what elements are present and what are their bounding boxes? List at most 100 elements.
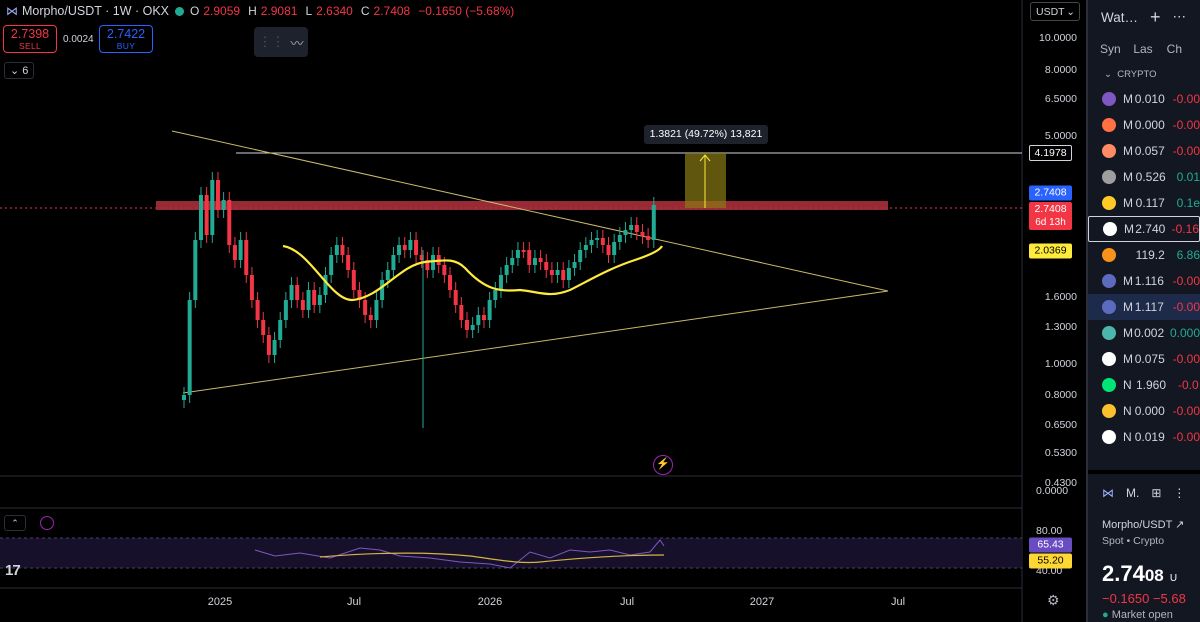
candle — [493, 290, 498, 300]
watchlist-row[interactable]: N 0.000 -0.00 — [1088, 398, 1200, 424]
candle — [544, 262, 549, 270]
watchlist-row[interactable]: M 0.010 -0.00 — [1088, 86, 1200, 112]
price-tick: 10.0000 — [1039, 32, 1077, 44]
coin-icon — [1102, 274, 1116, 288]
candle — [538, 258, 543, 262]
time-label: Jul — [346, 596, 362, 608]
drag-handle-icon[interactable]: ⋮⋮ — [258, 34, 285, 49]
column-symbol[interactable]: Syn — [1100, 42, 1121, 56]
indicators-toggle[interactable]: ⌄ 6 — [4, 62, 35, 79]
row-change: -0.00 — [1172, 300, 1200, 314]
watchlist-row[interactable]: M 2.740 -0.16 — [1088, 216, 1200, 242]
row-price: 1.117 — [1134, 300, 1164, 314]
lower-trendline — [182, 290, 889, 394]
morpho-logo-icon: ⋈ — [1102, 486, 1114, 500]
target-price-tag: 4.1978 — [1029, 145, 1072, 161]
coin-icon — [1102, 196, 1116, 210]
watchlist-row[interactable]: M 0.075 -0.00 — [1088, 346, 1200, 372]
candle — [323, 275, 328, 295]
rsi-ma-tag: 55.20 — [1029, 553, 1072, 569]
details-header: ⋈ M. ⊞ ⋮ — [1088, 474, 1200, 512]
candle — [504, 265, 509, 275]
candle — [261, 320, 266, 335]
candle — [249, 275, 254, 300]
row-change: -0.00 — [1172, 404, 1200, 418]
watchlist-columns: Syn Las Ch — [1088, 34, 1200, 64]
trend-tool-icon[interactable]: 〰 — [290, 35, 304, 51]
candle — [419, 255, 424, 260]
price-tick: 0.6500 — [1044, 418, 1077, 431]
watchlist-row[interactable]: N 0.019 -0.00 — [1088, 424, 1200, 450]
sell-label: SELL — [19, 41, 41, 51]
watchlist-title[interactable]: Wat… — [1101, 9, 1138, 25]
symbol-title[interactable]: Morpho/USDT · 1W · OKX — [22, 4, 170, 18]
more-icon[interactable]: ⋯ — [1172, 9, 1187, 24]
row-price: 0.075 — [1134, 352, 1165, 366]
candle — [481, 315, 486, 320]
open-value: 2.9059 — [203, 4, 241, 18]
group-header[interactable]: ⌄ CRYPTO — [1088, 64, 1200, 86]
watchlist-sidebar: Wat… + ⋯ Syn Las Ch ⌄ CRYPTO M 0.010 -0.00… — [1086, 0, 1200, 622]
watchlist-row[interactable]: M 1.117 -0.00 — [1088, 294, 1200, 320]
details-name[interactable]: Morpho/USDT ↗ — [1088, 518, 1200, 531]
watchlist-row[interactable]: M 0.526 0.01 — [1088, 164, 1200, 190]
price-tick: 6.5000 — [1044, 92, 1077, 105]
row-change: 6.86 — [1176, 248, 1200, 262]
coin-icon — [1102, 352, 1116, 366]
morpho-logo-icon: ⋈ — [6, 4, 18, 18]
candle — [448, 275, 453, 290]
candle — [272, 340, 277, 355]
coin-icon — [1102, 118, 1116, 132]
watchlist-row[interactable]: M 0.002 0.000 — [1088, 320, 1200, 346]
watchlist-row[interactable]: M 0.057 -0.00 — [1088, 138, 1200, 164]
chart-area[interactable]: ⋈ Morpho/USDT · 1W · OKX O 2.9059 H 2.9081… — [0, 0, 1085, 622]
candle — [329, 255, 334, 275]
candle — [363, 300, 368, 315]
price-chart[interactable] — [0, 0, 1085, 622]
watchlist-row[interactable]: M 1.116 -0.00 — [1088, 268, 1200, 294]
candle — [583, 245, 588, 250]
drawing-toolbar[interactable]: ⋮⋮ 〰 — [254, 27, 308, 57]
sell-button[interactable]: 2.7398 SELL — [3, 25, 57, 53]
watchlist-row[interactable]: M 0.000 -0.00 — [1088, 112, 1200, 138]
buy-button[interactable]: 2.7422 BUY — [99, 25, 153, 53]
candle — [397, 245, 402, 255]
coin-icon — [1103, 222, 1117, 236]
buy-label: BUY — [116, 41, 136, 51]
row-change: -0.00 — [1172, 352, 1200, 366]
candle — [402, 245, 407, 250]
candle — [334, 245, 339, 255]
refresh-icon[interactable] — [40, 516, 54, 530]
currency-select[interactable]: USDT ⌄ — [1030, 2, 1080, 21]
more-icon[interactable]: ⋮ — [1173, 486, 1186, 500]
price-tick: 0.8000 — [1044, 389, 1077, 402]
watchlist-row[interactable]: N 1.960 -0.0 — [1088, 372, 1200, 398]
watchlist-row[interactable]: M 0.117 0.1e — [1088, 190, 1200, 216]
row-symbol: M — [1123, 300, 1133, 314]
tradingview-logo[interactable]: 17 — [5, 562, 21, 579]
add-symbol-icon[interactable]: + — [1150, 6, 1161, 27]
lightning-icon[interactable]: ⚡ — [653, 455, 673, 475]
price-axis[interactable]: 10.0000 8.0000 6.5000 5.0000 1.6000 1.3000 1.0… — [1022, 0, 1085, 622]
trade-panel: 2.7398 SELL 0.0024 2.7422 BUY — [3, 25, 153, 53]
time-label: 2026 — [477, 596, 503, 608]
symbol-header: ⋈ Morpho/USDT · 1W · OKX O 2.9059 H 2.9081… — [6, 4, 514, 18]
watchlist-row[interactable]: 119.2 6.86 — [1088, 242, 1200, 268]
symbol-details: ⋈ M. ⊞ ⋮ Morpho/USDT ↗ Spot • Crypto 2.7… — [1088, 470, 1200, 622]
settings-gear-icon[interactable]: ⚙ — [1047, 592, 1060, 608]
time-label: Jul — [619, 596, 635, 608]
collapse-icon[interactable]: ⌃ — [4, 515, 26, 531]
open-label: O — [190, 4, 200, 18]
watchlist-header: Wat… + ⋯ — [1088, 0, 1200, 34]
candle — [589, 240, 594, 245]
details-currency: U — [1169, 573, 1178, 584]
candle — [391, 255, 396, 270]
candle — [566, 268, 571, 280]
row-symbol: M — [1123, 144, 1133, 158]
column-last[interactable]: Las — [1133, 42, 1153, 56]
column-change[interactable]: Ch — [1166, 42, 1182, 56]
row-symbol: M — [1123, 274, 1133, 288]
price-tick: 0.5300 — [1044, 447, 1077, 460]
grid-icon[interactable]: ⊞ — [1151, 486, 1162, 500]
row-change: -0.00 — [1172, 274, 1200, 288]
